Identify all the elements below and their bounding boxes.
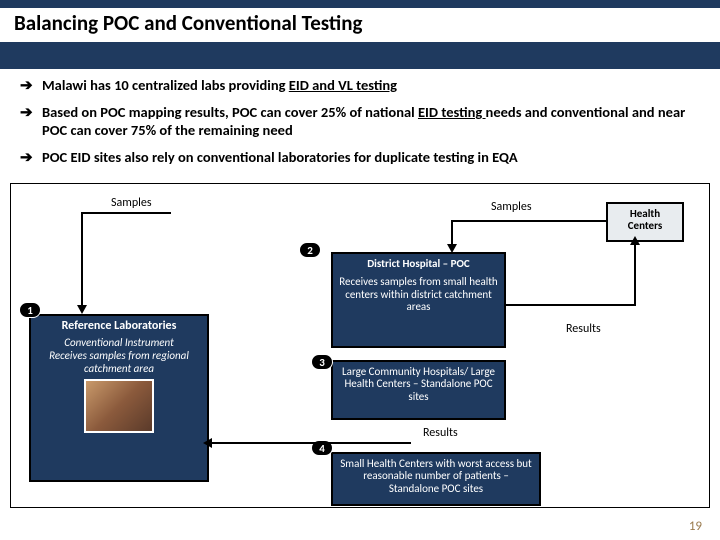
- page-title: Balancing POC and Conventional Testing: [0, 8, 720, 42]
- arrow-line: [451, 220, 453, 246]
- bullet-3: POC EID sites also rely on conventional …: [24, 149, 704, 166]
- arrow-line: [211, 442, 411, 444]
- arrow-head-icon: [447, 244, 457, 253]
- badge-2: 2: [299, 242, 321, 258]
- label-samples-right: Samples: [491, 200, 532, 214]
- badge-1: 1: [19, 302, 41, 318]
- arrow-head-icon: [203, 438, 212, 448]
- node-line: Receives samples from small health cente…: [337, 276, 500, 314]
- arrow-line: [81, 212, 83, 307]
- node-reference-labs: Reference Laboratories Conventional Inst…: [29, 314, 209, 482]
- arrow-line: [81, 212, 171, 214]
- node-line: Receives samples from regional catchment…: [35, 350, 203, 375]
- flow-diagram: Reference Laboratories Conventional Inst…: [10, 183, 710, 508]
- node-title: District Hospital – POC: [337, 258, 500, 271]
- arrow-line: [506, 304, 636, 306]
- arrow-line: [634, 244, 636, 306]
- title-underbar: [0, 45, 720, 63]
- bullet-1: Malawi has 10 centralized labs providing…: [24, 77, 704, 94]
- label-results-bottom: Results: [423, 426, 458, 440]
- node-title: Health Centers: [612, 208, 678, 233]
- node-title: Large Community Hospitals/ Large Health …: [337, 366, 500, 404]
- bullet-list: Malawi has 10 centralized labs providing…: [0, 69, 720, 183]
- label-results-right: Results: [566, 322, 601, 336]
- badge-3: 3: [311, 354, 333, 370]
- title-bar: Balancing POC and Conventional Testing: [0, 0, 720, 69]
- lab-photo: [84, 379, 154, 433]
- node-district-hospital: District Hospital – POC Receives samples…: [331, 252, 506, 348]
- arrow-line: [451, 220, 606, 222]
- node-title: Small Health Centers with worst access b…: [337, 458, 535, 496]
- node-health-centers: Health Centers: [606, 202, 684, 242]
- node-title: Reference Laboratories: [35, 320, 203, 334]
- node-large-community: Large Community Hospitals/ Large Health …: [331, 360, 506, 420]
- node-small-health-centers: Small Health Centers with worst access b…: [331, 452, 541, 506]
- arrow-head-icon: [630, 236, 640, 245]
- arrow-head-icon: [77, 305, 87, 314]
- page-number: 19: [689, 519, 702, 534]
- bullet-2: Based on POC mapping results, POC can co…: [24, 104, 704, 139]
- label-samples-left: Samples: [111, 196, 152, 210]
